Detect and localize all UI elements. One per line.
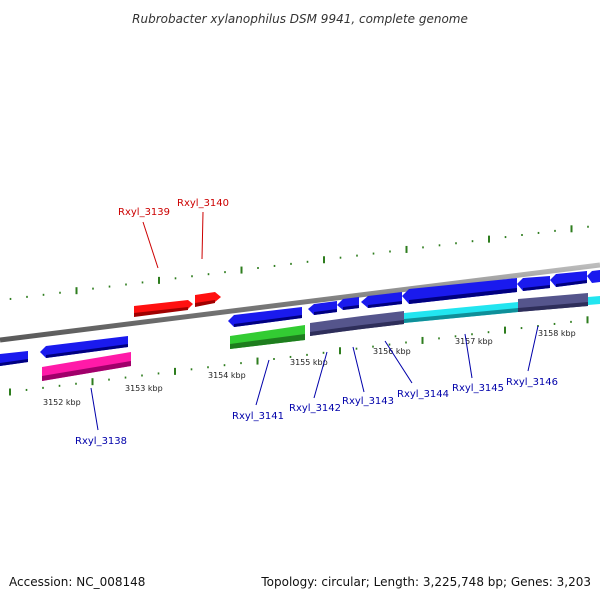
callout-line [201,211,204,260]
scale-tick-label: 3155 kbp [290,358,328,367]
gene-blue-3137[interactable] [40,336,128,358]
scale-tick-label: 3154 kbp [208,371,246,380]
reverse-strand-genes [0,270,600,381]
callout-line [142,221,159,269]
gene-label-Rxyl_3141[interactable]: Rxyl_3141 [232,411,284,422]
gene-Rxyl_3142[interactable] [310,319,339,336]
gene-callout-lines [90,211,539,431]
gene-label-Rxyl_3140[interactable]: Rxyl_3140 [177,198,229,209]
gene-Rxyl_3139[interactable] [134,300,193,317]
sequence-backbone [0,262,600,343]
gene-cyan-edge[interactable] [588,296,600,305]
scale-tick-label: 3153 kbp [125,384,163,393]
reverse-scale-ticks [9,316,589,396]
accession-text: Accession: NC_008148 [9,575,145,589]
topology-text: Topology: circular; Length: 3,225,748 bp… [260,575,591,589]
gene-blue-upper-h[interactable] [587,270,600,283]
gene-Rxyl_3143[interactable] [339,316,362,332]
gene-blue-upper-g[interactable] [550,271,587,287]
gene-left-edge[interactable] [0,351,28,366]
scale-tick-label: 3157 kbp [455,337,493,346]
gene-blue-upper-b[interactable] [308,301,337,315]
gene-label-Rxyl_3144[interactable]: Rxyl_3144 [397,389,449,400]
gene-blue-upper-e[interactable] [402,278,517,304]
gene-blue-upper-c[interactable] [337,297,359,310]
gene-label-Rxyl_3146[interactable]: Rxyl_3146 [506,377,558,388]
callout-line [352,346,365,393]
scale-tick-label: 3158 kbp [538,329,576,338]
callout-line [255,359,270,406]
gene-blue-upper-d[interactable] [361,292,402,308]
callout-line [90,387,99,431]
gene-Rxyl_3140[interactable] [195,292,221,307]
gene-Rxyl_3145[interactable] [404,302,518,323]
gene-label-Rxyl_3145[interactable]: Rxyl_3145 [452,383,504,394]
gene-label-Rxyl_3138[interactable]: Rxyl_3138 [75,436,127,447]
scale-tick-label: 3152 kbp [43,398,81,407]
map-title: Rubrobacter xylanophilus DSM 9941, compl… [132,12,468,26]
callout-line [464,333,473,379]
gene-label-Rxyl_3143[interactable]: Rxyl_3143 [342,396,394,407]
gene-label-Rxyl_3139[interactable]: Rxyl_3139 [118,207,170,218]
callout-line [313,351,328,399]
callout-line [527,325,539,372]
callout-line [384,340,413,384]
gene-blue-upper-f[interactable] [517,276,550,291]
gene-Rxyl_3138[interactable] [42,352,131,381]
gene-Rxyl_3146[interactable] [518,293,588,312]
forward-strand-genes [134,292,221,317]
gene-label-Rxyl_3142[interactable]: Rxyl_3142 [289,403,341,414]
forward-scale-ticks [9,225,589,300]
gene-Rxyl_3144[interactable] [362,311,404,329]
gene-blue-upper-a[interactable] [228,307,302,327]
gene-Rxyl_3141[interactable] [230,325,305,349]
